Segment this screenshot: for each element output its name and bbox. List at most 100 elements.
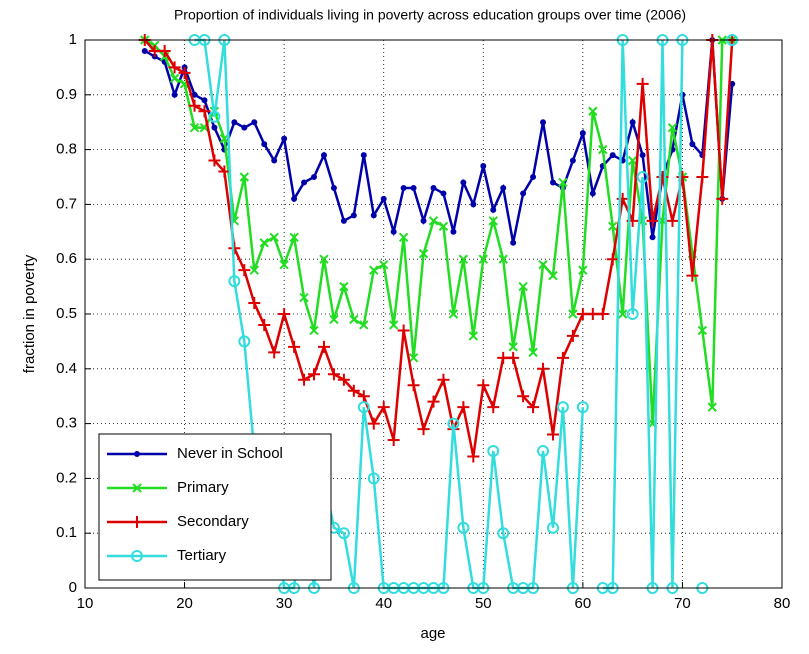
marker: [367, 417, 380, 430]
marker-shape: [168, 61, 181, 74]
marker: [417, 423, 430, 436]
marker: [337, 373, 350, 386]
x-tick-label: 30: [276, 595, 293, 612]
marker: [248, 297, 261, 310]
marker: [347, 384, 360, 397]
marker-shape: [540, 119, 547, 126]
marker-shape: [249, 265, 259, 275]
marker: [171, 91, 178, 98]
marker: [268, 346, 281, 359]
marker-shape: [251, 119, 258, 126]
series-line: [143, 39, 734, 457]
marker: [258, 318, 271, 331]
marker: [508, 342, 518, 352]
marker-shape: [549, 179, 556, 186]
marker: [360, 152, 367, 159]
marker-shape: [500, 184, 507, 191]
marker-shape: [398, 232, 409, 242]
marker: [289, 232, 299, 242]
marker-shape: [596, 308, 609, 320]
marker: [339, 281, 349, 292]
marker-shape: [696, 171, 709, 183]
y-tick-label: 0.4: [56, 360, 77, 377]
marker-shape: [558, 177, 568, 188]
marker-shape: [666, 214, 679, 227]
marker: [311, 174, 318, 180]
marker: [298, 373, 311, 386]
marker: [540, 119, 547, 126]
marker-shape: [487, 401, 500, 414]
marker-shape: [408, 353, 419, 363]
marker-shape: [468, 331, 479, 341]
marker-shape: [448, 309, 459, 319]
marker-shape: [520, 190, 527, 197]
marker-shape: [627, 155, 638, 166]
marker-shape: [339, 281, 349, 292]
marker-shape: [467, 450, 480, 463]
marker-shape: [228, 275, 241, 288]
marker: [188, 99, 201, 112]
marker: [468, 331, 479, 341]
marker-shape: [289, 232, 299, 242]
marker-shape: [517, 390, 530, 403]
marker: [427, 395, 440, 408]
marker-shape: [588, 106, 598, 116]
marker-shape: [178, 66, 191, 79]
marker: [357, 401, 370, 414]
marker-shape: [238, 335, 251, 348]
marker: [330, 184, 337, 191]
marker-shape: [218, 165, 231, 178]
marker-shape: [497, 527, 510, 540]
marker-shape: [568, 309, 578, 319]
marker-shape: [729, 80, 736, 87]
chart-title: Proportion of individuals living in pove…: [174, 7, 686, 23]
marker: [410, 184, 417, 191]
marker: [488, 216, 498, 226]
marker: [627, 155, 638, 166]
x-axis-label: age: [420, 625, 445, 642]
marker-shape: [211, 124, 218, 131]
marker-shape: [308, 368, 321, 381]
marker: [548, 270, 558, 281]
marker: [697, 325, 708, 336]
marker: [134, 451, 140, 457]
marker: [251, 119, 258, 126]
marker: [400, 184, 407, 191]
marker-shape: [447, 417, 460, 430]
marker: [676, 171, 689, 183]
marker: [487, 445, 500, 457]
marker-shape: [349, 314, 359, 325]
series-line: [144, 38, 733, 424]
marker: [566, 329, 579, 342]
marker-shape: [430, 184, 437, 191]
y-tick-label: 0.3: [56, 415, 77, 432]
marker: [397, 324, 410, 337]
marker-shape: [477, 379, 490, 392]
marker-shape: [360, 152, 367, 159]
marker: [407, 379, 420, 392]
marker: [588, 106, 598, 116]
marker: [537, 445, 550, 457]
marker: [569, 157, 576, 164]
marker-shape: [716, 192, 729, 205]
marker: [350, 212, 357, 219]
marker-shape: [319, 254, 329, 264]
marker: [238, 335, 251, 348]
marker: [340, 217, 347, 224]
marker: [689, 141, 696, 148]
marker-shape: [279, 259, 289, 270]
x-tick-label: 70: [674, 595, 691, 612]
marker-shape: [556, 401, 569, 414]
marker-shape: [337, 373, 350, 386]
marker-shape: [261, 141, 268, 148]
marker: [201, 97, 208, 104]
marker: [556, 351, 569, 364]
marker: [387, 434, 400, 447]
marker-shape: [329, 314, 339, 325]
marker: [458, 254, 469, 264]
marker: [208, 154, 221, 167]
marker: [437, 373, 450, 386]
marker-shape: [537, 445, 550, 457]
marker: [617, 309, 628, 319]
marker-shape: [320, 152, 327, 159]
